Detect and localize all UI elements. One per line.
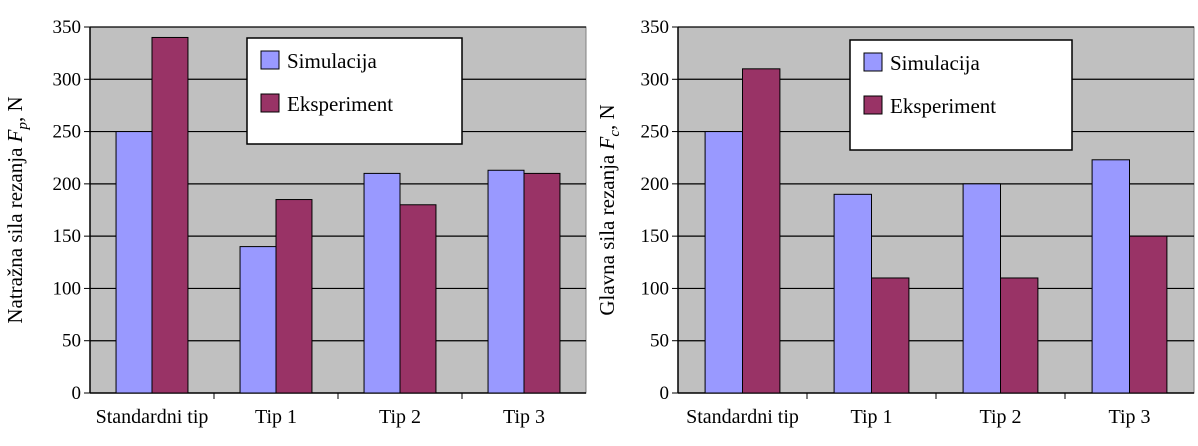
category-label: Tip 2 <box>979 406 1021 428</box>
bar-simulation <box>487 169 525 394</box>
bar-experiment <box>871 277 910 394</box>
y-tick-label: 350 <box>641 17 670 38</box>
bar-simulation <box>239 246 277 394</box>
y-axis-label-symbol: F <box>596 137 619 151</box>
bar-simulation <box>363 172 401 394</box>
y-axis-label-text: Glavna sila rezanja <box>596 150 619 316</box>
y-tick-label: 150 <box>641 226 670 247</box>
y-axis-label-unit: , N <box>596 104 619 130</box>
bar-simulation <box>1091 159 1130 394</box>
legend-swatch-experiment <box>863 95 883 115</box>
y-axis-label: Natražna sila rezanja Fp, N <box>3 96 31 323</box>
left-chart-panel: 0 50 100 150 200 250 300 350 Standardni tip Tip 1… <box>0 0 590 441</box>
bar-experiment <box>523 172 561 394</box>
bar-simulation <box>115 131 153 394</box>
bar-simulation <box>704 131 743 394</box>
bar-simulation <box>833 193 872 394</box>
category-label: Tip 2 <box>379 406 421 428</box>
y-tick-label: 300 <box>53 69 82 90</box>
y-axis-label-subscript: c <box>607 130 623 137</box>
y-tick-label: 100 <box>641 278 670 299</box>
legend-label-experiment: Eksperiment <box>890 94 996 118</box>
y-tick-label: 150 <box>53 226 82 247</box>
right-chart: 0 50 100 150 200 250 300 350 Standardni tip Tip 1… <box>595 17 1195 428</box>
legend-box <box>849 39 1073 151</box>
bar-experiment <box>151 36 189 394</box>
y-tick-label: 350 <box>53 17 82 38</box>
legend-label-simulation: Simulacija <box>287 49 377 73</box>
bar-experiment <box>275 199 313 394</box>
left-chart: 0 50 100 150 200 250 300 350 Standardni tip Tip 1… <box>3 17 587 428</box>
bar-experiment <box>1000 277 1039 394</box>
y-axis-label-text: Natražna sila rezanja <box>3 142 27 323</box>
legend-swatch-simulation <box>863 52 883 72</box>
y-axis-label-subscript: p <box>15 122 31 131</box>
y-tick-label: 200 <box>53 174 82 195</box>
y-tick-label: 50 <box>650 331 669 352</box>
category-label: Tip 3 <box>1108 406 1150 428</box>
category-label: Standardni tip <box>686 406 799 428</box>
legend-swatch-experiment <box>260 93 280 113</box>
category-label: Tip 1 <box>850 406 892 428</box>
legend-label-experiment: Eksperiment <box>287 92 393 116</box>
legend-label-simulation: Simulacija <box>890 51 980 75</box>
y-tick-label: 100 <box>53 278 82 299</box>
category-label: Tip 1 <box>255 406 297 428</box>
category-label: Tip 3 <box>503 406 545 428</box>
legend-box <box>246 37 463 145</box>
category-label: Standardni tip <box>96 406 209 428</box>
right-chart-panel: 0 50 100 150 200 250 300 350 Standardni tip Tip 1… <box>595 0 1198 441</box>
y-tick-label: 250 <box>641 122 670 143</box>
y-tick-label: 300 <box>641 69 670 90</box>
y-axis-label-unit: , N <box>3 96 27 122</box>
y-tick-label: 250 <box>53 122 82 143</box>
y-tick-label: 200 <box>641 174 670 195</box>
bar-experiment <box>1129 235 1168 394</box>
bar-simulation <box>962 183 1001 394</box>
bar-experiment <box>742 68 781 394</box>
bar-experiment <box>399 204 437 394</box>
y-tick-label: 50 <box>62 331 81 352</box>
y-tick-label: 0 <box>72 383 82 404</box>
y-axis-label: Glavna sila rezanja Fc, N <box>596 104 623 315</box>
y-axis-label-symbol: F <box>3 129 27 143</box>
y-tick-label: 0 <box>660 383 670 404</box>
legend-swatch-simulation <box>260 50 280 70</box>
